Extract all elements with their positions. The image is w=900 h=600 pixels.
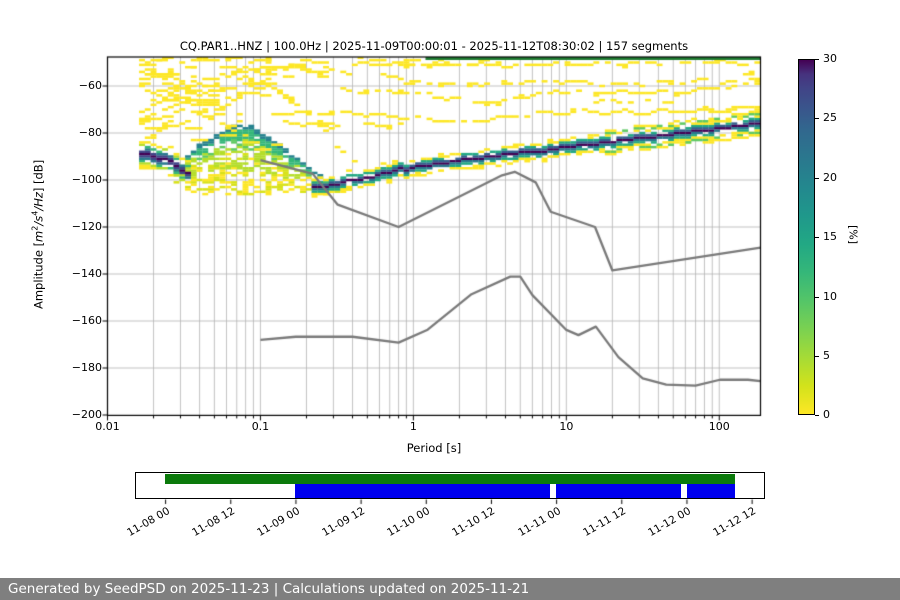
psd-coverage-bar: [295, 484, 735, 498]
colorbar-tick-label: 25: [823, 111, 837, 125]
y-tick-label: −60: [78, 79, 102, 92]
x-tick-label: 1: [409, 420, 417, 433]
colorbar-tick: [815, 415, 819, 417]
x-axis-label: Period [s]: [406, 441, 462, 455]
x-tick-label: 0.01: [95, 420, 120, 433]
plot-title: CQ.PAR1..HNZ | 100.0Hz | 2025-11-09T00:0…: [179, 39, 689, 53]
colorbar-tick-label: 5: [823, 349, 830, 362]
coverage-gap: [681, 484, 687, 498]
colorbar-tick-label: 20: [823, 170, 837, 184]
colorbar: [798, 59, 815, 415]
footer-text: Generated by SeedPSD on 2025-11-23 | Cal…: [8, 581, 530, 597]
x-tick-label: 100: [708, 420, 730, 433]
y-tick-label: −100: [71, 173, 102, 186]
x-tick-label: 0.1: [251, 420, 270, 433]
data-coverage-bar: [165, 474, 735, 484]
colorbar-tick-label: 15: [823, 230, 837, 244]
colorbar-tick: [815, 59, 819, 60]
y-tick-label: −160: [71, 314, 102, 327]
y-tick-label: −180: [71, 361, 102, 374]
x-tick-label: 10: [559, 420, 574, 433]
colorbar-label: [%]: [846, 224, 860, 245]
y-tick-label: −120: [71, 220, 102, 233]
y-tick-label: −200: [71, 408, 102, 421]
coverage-gap: [550, 484, 556, 498]
colorbar-tick-label: 0: [823, 408, 830, 422]
colorbar-tick: [815, 237, 819, 239]
colorbar-tick: [815, 356, 819, 357]
colorbar-tick-label: 30: [823, 52, 837, 65]
footer-bar: Generated by SeedPSD on 2025-11-23 | Cal…: [0, 578, 900, 600]
colorbar-tick: [815, 296, 819, 298]
colorbar-gradient: [799, 60, 814, 414]
colorbar-tick: [815, 118, 819, 120]
y-tick-label: −80: [78, 126, 102, 139]
y-axis-label: Amplitude [m2/s4/Hz] [dB]: [30, 159, 46, 310]
colorbar-tick-label: 10: [823, 289, 837, 303]
timeline-box: [135, 472, 765, 499]
colorbar-tick: [815, 177, 819, 179]
y-tick-label: −140: [71, 267, 102, 280]
